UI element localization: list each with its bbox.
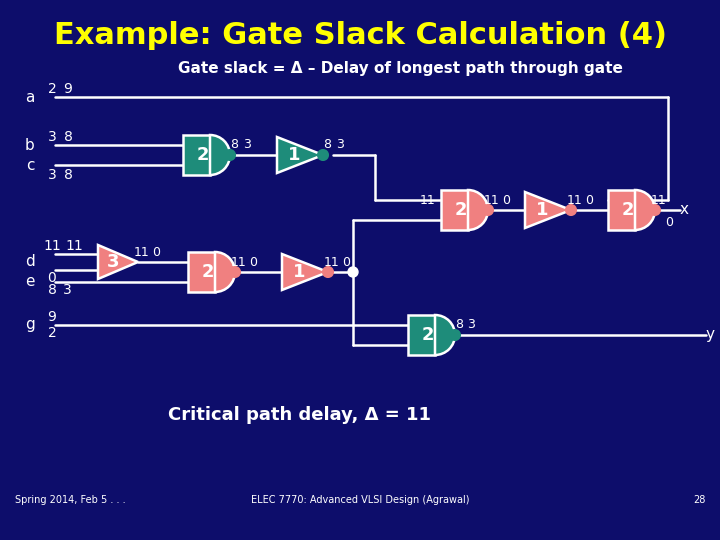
Text: 2: 2 xyxy=(197,146,210,164)
Text: 3: 3 xyxy=(336,138,344,152)
Text: g: g xyxy=(25,318,35,333)
Polygon shape xyxy=(277,137,323,173)
Circle shape xyxy=(450,330,460,340)
Text: 8: 8 xyxy=(323,138,331,152)
Circle shape xyxy=(230,267,240,277)
Text: 11: 11 xyxy=(324,255,340,268)
Text: 1: 1 xyxy=(288,146,300,164)
Circle shape xyxy=(225,150,235,160)
Text: Gate slack = Δ – Delay of longest path through gate: Gate slack = Δ – Delay of longest path t… xyxy=(178,60,622,76)
Text: 2: 2 xyxy=(422,326,434,344)
Wedge shape xyxy=(635,190,655,230)
Polygon shape xyxy=(441,190,468,230)
Text: 2: 2 xyxy=(202,263,215,281)
Text: 2: 2 xyxy=(455,201,467,219)
Text: 11: 11 xyxy=(484,193,500,206)
Text: d: d xyxy=(25,254,35,269)
Text: 3: 3 xyxy=(48,130,56,144)
Text: 0: 0 xyxy=(152,246,160,259)
Wedge shape xyxy=(210,135,230,175)
Text: 0: 0 xyxy=(48,271,56,285)
Text: 2: 2 xyxy=(48,82,56,96)
Text: 11: 11 xyxy=(651,193,667,206)
Text: 0: 0 xyxy=(585,193,593,206)
Wedge shape xyxy=(215,252,235,292)
Text: e: e xyxy=(25,274,35,289)
Text: 11: 11 xyxy=(134,246,150,259)
Text: 1: 1 xyxy=(536,201,549,219)
Circle shape xyxy=(348,267,358,277)
Text: 2: 2 xyxy=(48,326,56,340)
Text: y: y xyxy=(706,327,714,342)
Text: Example: Gate Slack Calculation (4): Example: Gate Slack Calculation (4) xyxy=(53,21,667,50)
Text: 28: 28 xyxy=(693,495,706,505)
Text: 11: 11 xyxy=(231,255,247,268)
Text: 3: 3 xyxy=(48,168,56,182)
Text: 0: 0 xyxy=(502,193,510,206)
Circle shape xyxy=(483,205,493,215)
Polygon shape xyxy=(282,254,328,290)
Polygon shape xyxy=(608,190,635,230)
Text: Spring 2014, Feb 5 . . .: Spring 2014, Feb 5 . . . xyxy=(15,495,125,505)
Polygon shape xyxy=(188,252,215,292)
Text: Critical path delay, Δ = 11: Critical path delay, Δ = 11 xyxy=(168,406,431,424)
Circle shape xyxy=(323,267,333,277)
Text: 8: 8 xyxy=(63,130,73,144)
Text: ELEC 7770: Advanced VLSI Design (Agrawal): ELEC 7770: Advanced VLSI Design (Agrawal… xyxy=(251,495,469,505)
Text: 3: 3 xyxy=(467,319,475,332)
Circle shape xyxy=(650,205,660,215)
Polygon shape xyxy=(525,192,571,228)
Text: 9: 9 xyxy=(63,82,73,96)
Text: 1: 1 xyxy=(293,263,305,281)
Text: 11: 11 xyxy=(65,239,83,253)
Text: 8: 8 xyxy=(48,283,56,297)
Polygon shape xyxy=(183,135,210,175)
Text: 3: 3 xyxy=(63,283,71,297)
Text: b: b xyxy=(25,138,35,152)
Polygon shape xyxy=(98,245,138,279)
Text: 3: 3 xyxy=(243,138,251,152)
Text: c: c xyxy=(26,158,35,172)
Text: 11: 11 xyxy=(567,193,583,206)
Text: 0: 0 xyxy=(342,255,350,268)
Text: 8: 8 xyxy=(63,168,73,182)
Wedge shape xyxy=(468,190,488,230)
Text: a: a xyxy=(25,90,35,105)
Text: 8: 8 xyxy=(230,138,238,152)
Text: 11: 11 xyxy=(420,193,436,206)
Text: 0: 0 xyxy=(249,255,257,268)
Text: 8: 8 xyxy=(455,319,463,332)
Text: 2: 2 xyxy=(622,201,634,219)
Circle shape xyxy=(318,150,328,160)
Text: 3: 3 xyxy=(107,253,120,271)
Wedge shape xyxy=(435,315,455,355)
Text: 9: 9 xyxy=(48,310,56,324)
Text: 0: 0 xyxy=(665,215,673,228)
Text: 11: 11 xyxy=(43,239,61,253)
Polygon shape xyxy=(408,315,435,355)
Circle shape xyxy=(566,205,576,215)
Text: x: x xyxy=(680,202,688,218)
